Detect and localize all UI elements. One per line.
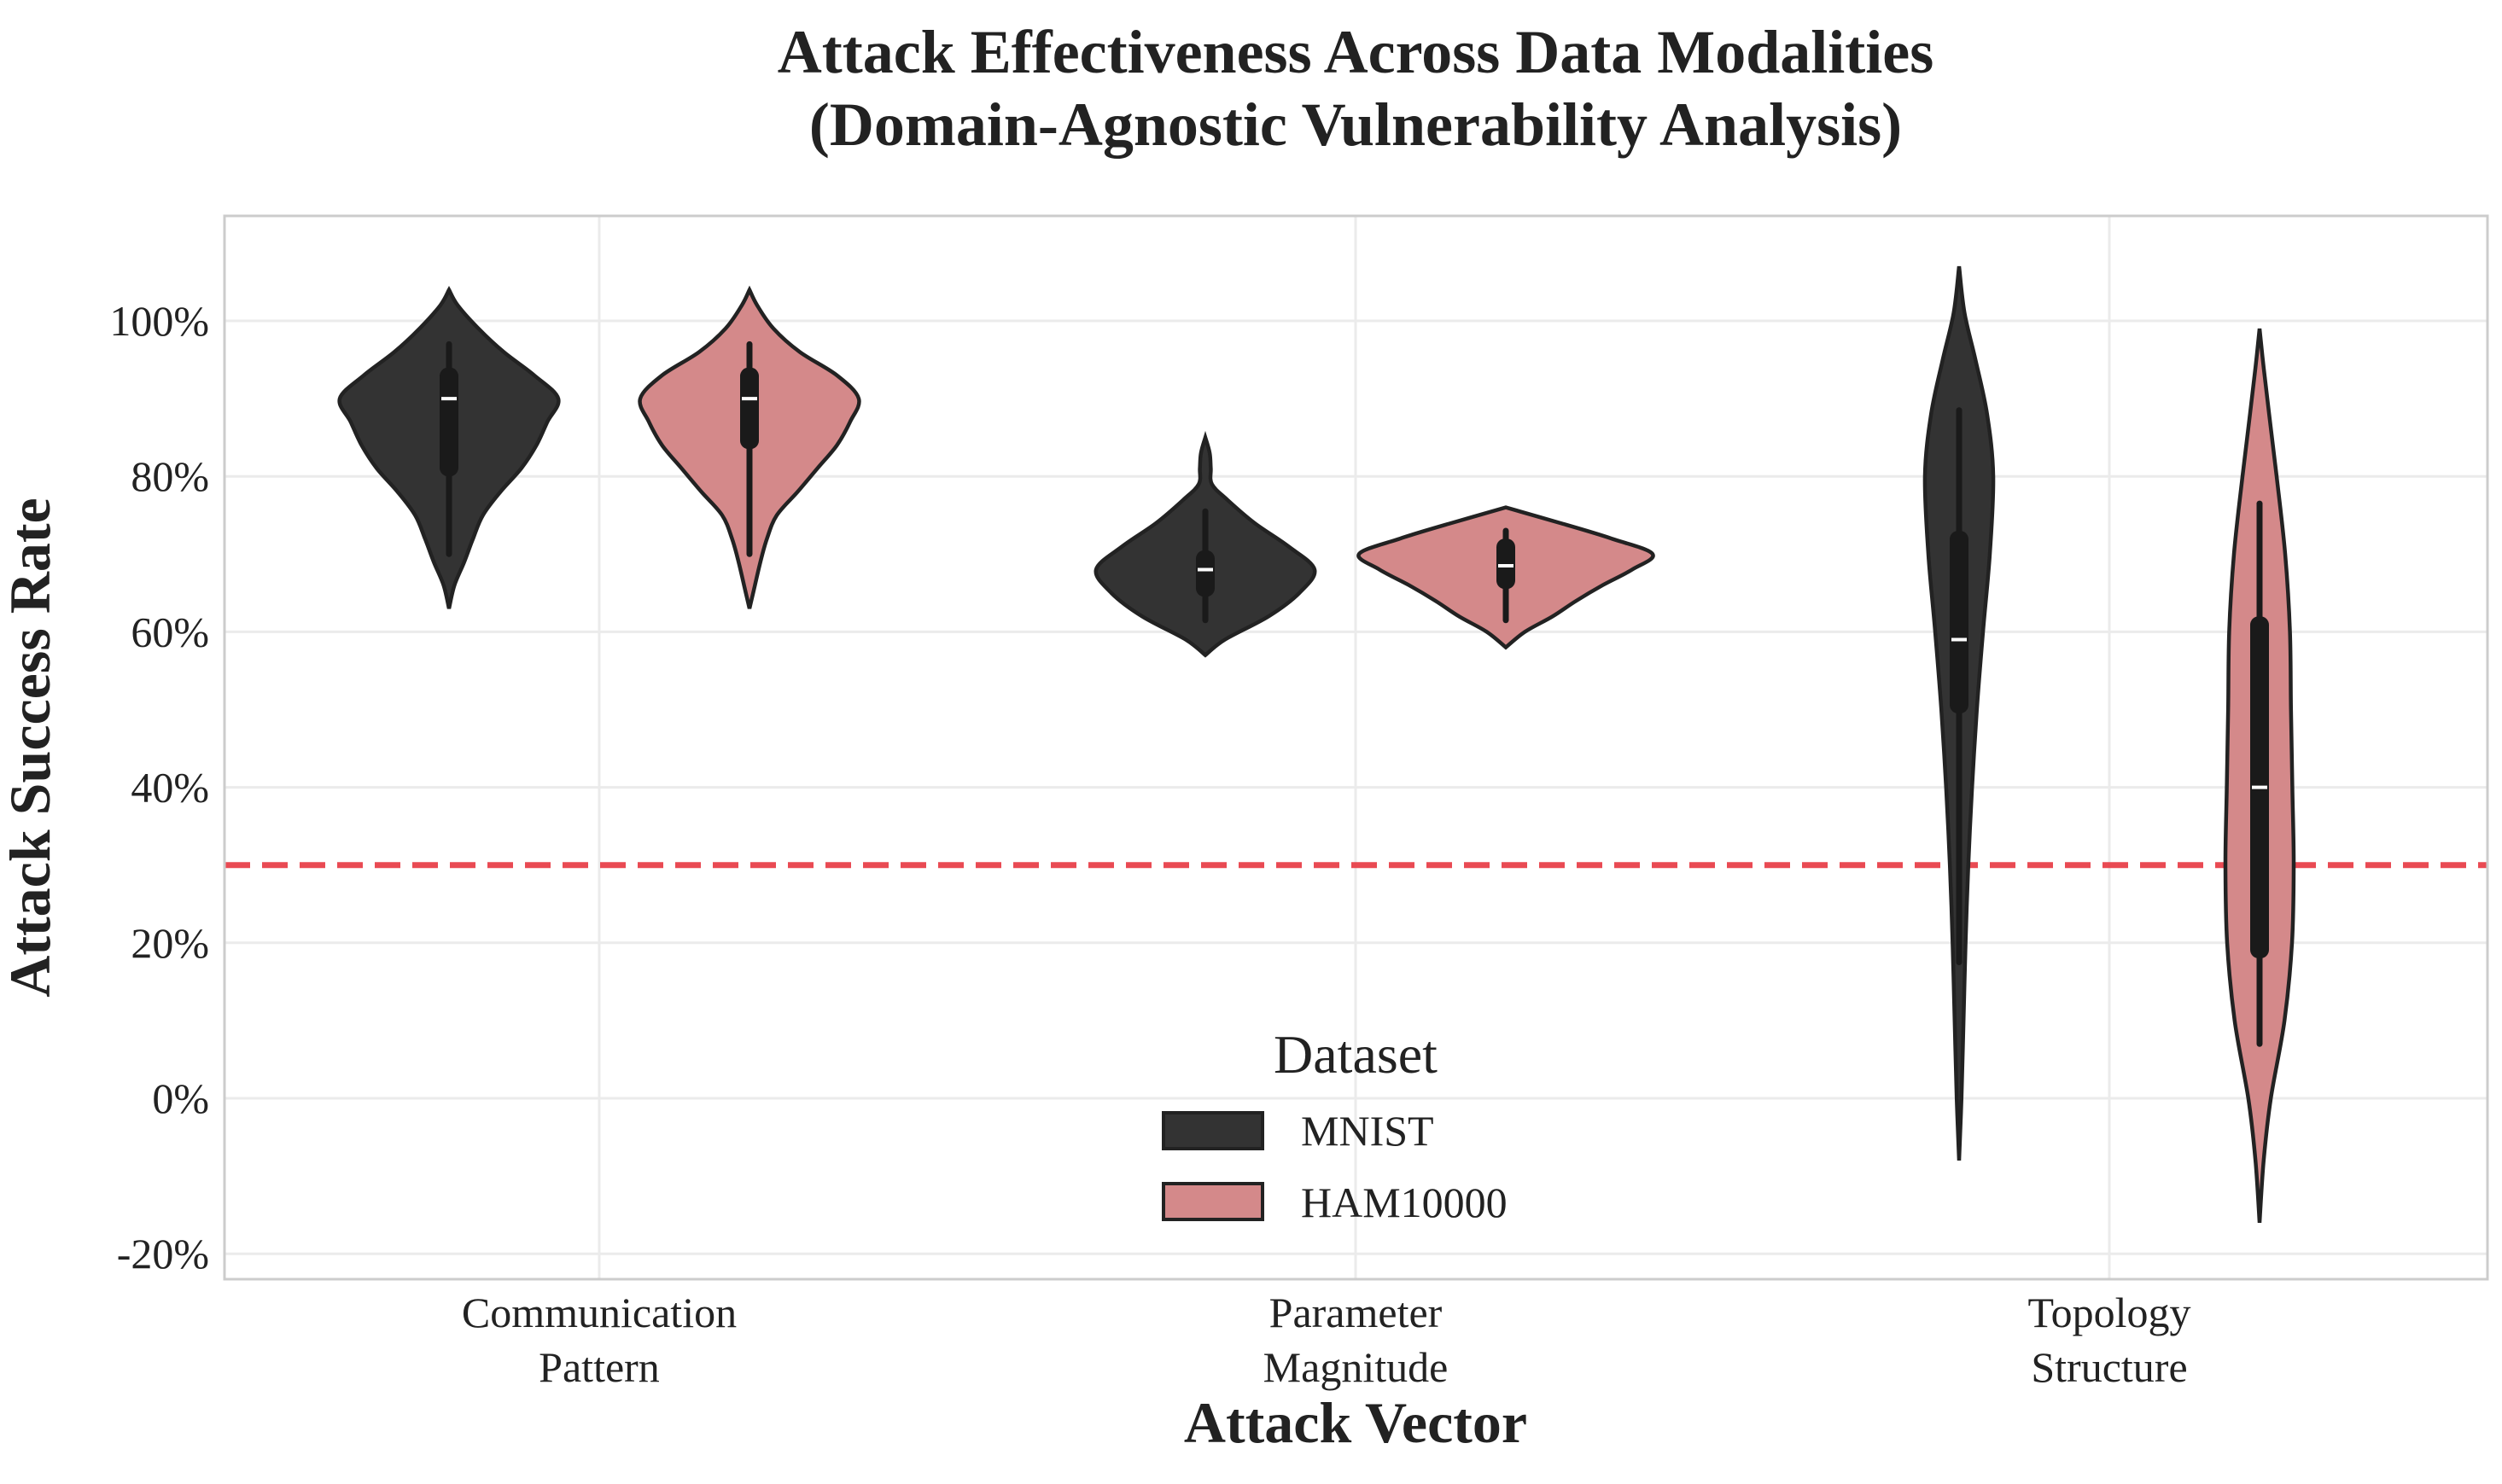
iqr-box	[1196, 550, 1215, 597]
legend-label-ham10000: HAM10000	[1301, 1178, 1508, 1226]
legend-swatch-ham10000	[1162, 1182, 1264, 1221]
iqr-box	[1496, 538, 1515, 590]
x-tick-label: Structure	[2031, 1343, 2187, 1391]
x-tick-label: Parameter	[1269, 1289, 1443, 1336]
x-tick-label: Topology	[2028, 1289, 2191, 1336]
legend-swatch-mnist	[1162, 1111, 1264, 1150]
x-tick-label: Communication	[462, 1289, 737, 1336]
y-tick-label: 100%	[109, 297, 209, 345]
iqr-box	[440, 367, 458, 477]
x-tick-label: Magnitude	[1263, 1343, 1449, 1391]
x-axis-title: Attack Vector	[1184, 1390, 1527, 1455]
iqr-box	[1950, 530, 1968, 714]
x-tick-label: Pattern	[539, 1343, 660, 1391]
y-tick-label: -20%	[117, 1230, 209, 1277]
y-tick-label: 80%	[131, 452, 209, 500]
y-tick-label: 60%	[131, 608, 209, 655]
y-tick-label: 20%	[131, 919, 209, 967]
y-tick-label: 40%	[131, 764, 209, 812]
chart-title-line-2: (Domain-Agnostic Vulnerability Analysis)	[809, 90, 1902, 159]
y-axis-title: Attack Success Rate	[0, 498, 62, 997]
chart-title-line-1: Attack Effectiveness Across Data Modalit…	[778, 18, 1933, 86]
y-tick-label: 0%	[152, 1074, 209, 1122]
iqr-box	[740, 367, 759, 450]
legend: Dataset MNIST HAM10000	[1162, 1024, 1508, 1226]
legend-label-mnist: MNIST	[1301, 1107, 1434, 1155]
plot-frame	[223, 214, 2489, 1281]
legend-title: Dataset	[1274, 1024, 1438, 1085]
